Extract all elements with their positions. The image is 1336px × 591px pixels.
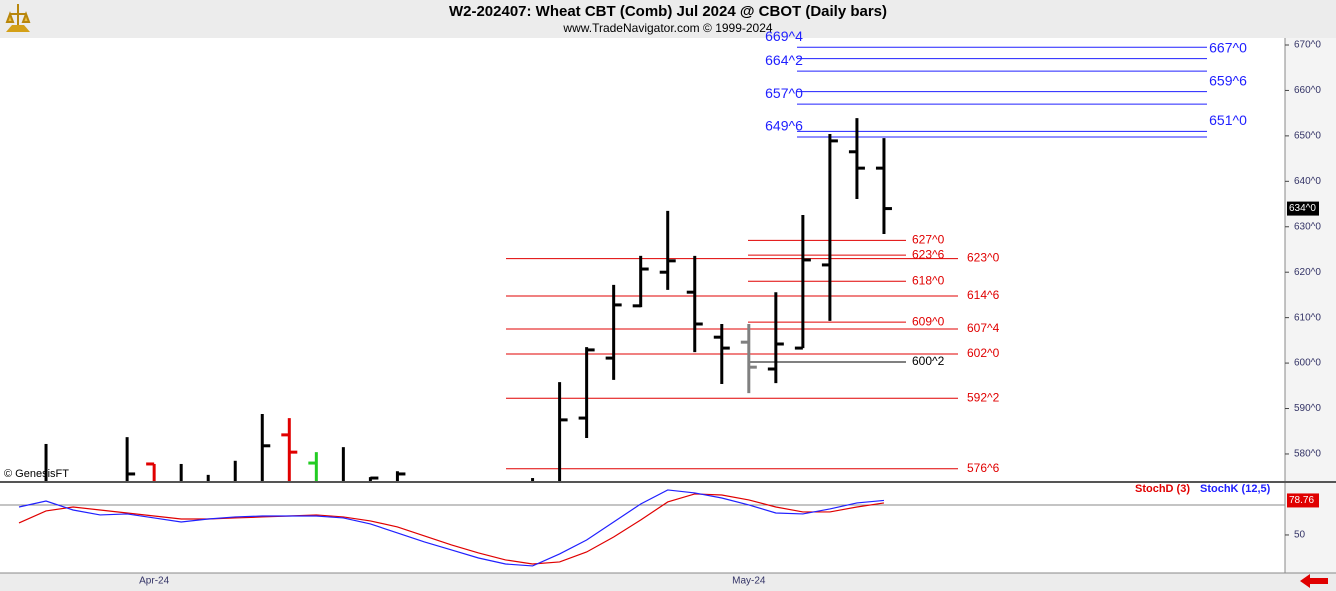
y-tick-label: 670^0 xyxy=(1294,40,1321,51)
y-tick-label: 620^0 xyxy=(1294,267,1321,278)
scroll-arrow[interactable] xyxy=(1300,574,1328,588)
level-label: 602^0 xyxy=(967,346,1000,360)
level-label: 609^0 xyxy=(912,314,945,328)
y-tick-label: 610^0 xyxy=(1294,312,1321,323)
last-stoch-box xyxy=(1287,493,1319,508)
y-tick-label: 600^0 xyxy=(1294,358,1321,369)
stoch-line xyxy=(18,493,885,565)
x-tick-label: Apr-24 xyxy=(139,576,169,587)
y-tick-label: 580^0 xyxy=(1294,449,1321,460)
level-label: 623^6 xyxy=(912,247,945,261)
stoch-panel xyxy=(0,489,1285,567)
level-label: 623^0 xyxy=(967,251,1000,265)
level-label: 649^6 xyxy=(765,118,803,134)
logo xyxy=(5,4,31,32)
last-stoch-label: 78.76 xyxy=(1289,495,1314,506)
level-label: 669^4 xyxy=(765,28,803,44)
watermark: © GenesisFT xyxy=(4,468,69,480)
y-tick-label: 640^0 xyxy=(1294,176,1321,187)
level-label: 607^4 xyxy=(967,321,1000,335)
y-tick-label: 630^0 xyxy=(1294,221,1321,232)
overlay: 580^0 590^0 600^0 610^0 620^0 630^0 640^0 650^0… xyxy=(139,28,1321,587)
x-tick-label: May-24 xyxy=(732,576,766,587)
level-label: 614^6 xyxy=(967,288,1000,302)
level-label: 664^2 xyxy=(765,52,803,68)
level-label: 667^0 xyxy=(1209,39,1247,55)
level-label: 627^0 xyxy=(912,233,945,247)
y-tick-label: 590^0 xyxy=(1294,403,1321,414)
chart-title: W2-202407: Wheat CBT (Comb) Jul 2024 @ C… xyxy=(449,3,887,20)
level-label: 651^0 xyxy=(1209,112,1247,128)
last-price-box xyxy=(1287,201,1319,216)
level-label: 600^2 xyxy=(912,354,945,368)
header-band xyxy=(0,0,1336,38)
level-label: 576^6 xyxy=(967,461,1000,475)
legend-entry: StochK (12,5) xyxy=(1200,483,1271,495)
level-label: 657^0 xyxy=(765,85,803,101)
chart-subtitle: www.TradeNavigator.com © 1999-2024 xyxy=(562,21,772,35)
y-tick-label: 650^0 xyxy=(1294,131,1321,142)
y-tick-label: 50 xyxy=(1294,530,1306,541)
last-price-label: 634^0 xyxy=(1289,203,1316,214)
price-panel xyxy=(44,46,1207,481)
date-band xyxy=(0,573,1336,591)
legend-entry: StochD (3) xyxy=(1135,483,1190,495)
y-tick-label: 660^0 xyxy=(1294,85,1321,96)
level-label: 618^0 xyxy=(912,273,945,287)
plot-area xyxy=(0,38,1285,573)
level-label: 592^2 xyxy=(967,390,1000,404)
axis-area xyxy=(1285,38,1336,573)
stoch-line xyxy=(18,489,885,567)
level-label: 659^6 xyxy=(1209,72,1247,88)
